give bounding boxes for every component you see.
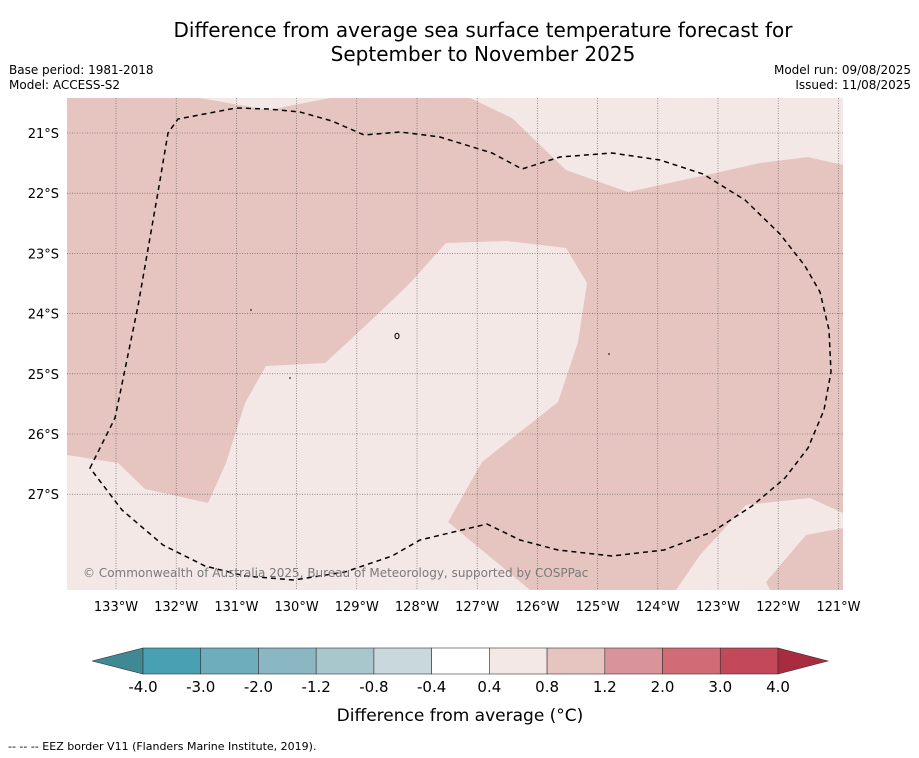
colorbar-tick-label: -0.8 xyxy=(359,678,388,696)
meta-right: Model run: 09/08/2025 Issued: 11/08/2025 xyxy=(774,63,911,93)
colorbar-segment xyxy=(604,647,663,675)
base-period: Base period: 1981-2018 xyxy=(9,63,154,77)
model-run: Model run: 09/08/2025 xyxy=(773,63,911,77)
lon-gridlines xyxy=(115,98,839,590)
colorbar-segment xyxy=(431,647,490,675)
copyright-notice: © Commonwealth of Australia 2025, Bureau… xyxy=(83,566,588,580)
eez-border xyxy=(89,107,832,581)
title-line-2: September to November 2025 xyxy=(330,42,636,66)
meta-left: Base period: 1981-2018 Model: ACCESS-S2 xyxy=(9,63,154,93)
island-marker xyxy=(394,332,400,340)
anomaly-region-dark-se xyxy=(766,528,843,590)
lon-tick-label: 127°W xyxy=(455,600,499,615)
lon-tick-label: 131°W xyxy=(214,600,258,615)
colorbar-segment xyxy=(142,647,202,675)
island-marker xyxy=(608,353,610,355)
colorbar-tick-label: 0.8 xyxy=(535,678,559,696)
page-title: Difference from average sea surface temp… xyxy=(0,18,919,66)
colorbar-segment xyxy=(489,647,548,675)
colorbar-segment xyxy=(662,647,721,675)
lon-tick-label: 123°W xyxy=(696,600,740,615)
colorbar-tick-label: 4.0 xyxy=(766,678,790,696)
lat-tick-label: 27°S xyxy=(28,488,59,503)
lon-tick-label: 132°W xyxy=(154,600,198,615)
island-marker xyxy=(250,309,252,311)
lat-tick-label: 22°S xyxy=(28,187,59,202)
colorbar-tick-label: -1.2 xyxy=(302,678,331,696)
lat-tick-label: 23°S xyxy=(28,247,59,262)
colorbar-tick-label: -0.4 xyxy=(417,678,446,696)
lon-tick-labels: 133°W 132°W 131°W 130°W 129°W 128°W 127°W 126°W… xyxy=(94,600,861,615)
colorbar-tick-label: 0.4 xyxy=(477,678,501,696)
colorbar-segment xyxy=(315,647,375,675)
issued-date: Issued: 11/08/2025 xyxy=(795,78,911,92)
colorbar xyxy=(91,647,830,675)
colorbar-extend-high xyxy=(777,647,830,675)
colorbar-tick-label: 2.0 xyxy=(651,678,675,696)
colorbar-segment xyxy=(200,647,259,675)
lon-tick-label: 124°W xyxy=(636,600,680,615)
lon-tick-label: 128°W xyxy=(395,600,439,615)
colorbar-segment xyxy=(258,647,317,675)
lat-tick-labels: 21°S 22°S 23°S 24°S 25°S 26°S 27°S xyxy=(28,127,59,503)
lon-tick-label: 122°W xyxy=(756,600,800,615)
colorbar-tick-labels: -4.0 -3.0 -2.0 -1.2 -0.8 -0.4 0.4 0.8 1.2 2.0 3.0 4… xyxy=(128,678,790,696)
eez-footnote: -- -- -- EEZ border V11 (Flanders Marine… xyxy=(8,740,317,753)
colorbar-segment xyxy=(719,647,779,675)
model-name: Model: ACCESS-S2 xyxy=(9,78,121,92)
lat-tick-label: 25°S xyxy=(28,368,59,383)
lat-tick-label: 26°S xyxy=(28,428,59,443)
colorbar-tick-label: -2.0 xyxy=(244,678,273,696)
lon-tick-label: 126°W xyxy=(515,600,559,615)
colorbar-segment xyxy=(373,647,432,675)
lon-tick-label: 129°W xyxy=(335,600,379,615)
colorbar-tick-label: 3.0 xyxy=(708,678,732,696)
colorbar-tick-label: -3.0 xyxy=(186,678,215,696)
lat-gridlines xyxy=(67,132,843,495)
colorbar-tick-label: -4.0 xyxy=(128,678,157,696)
lat-tick-label: 21°S xyxy=(28,127,59,142)
lon-tick-label: 125°W xyxy=(576,600,620,615)
title-line-1: Difference from average sea surface temp… xyxy=(173,18,793,42)
lat-tick-label: 24°S xyxy=(28,308,59,323)
colorbar-extend-low xyxy=(91,647,144,675)
island-marker xyxy=(289,377,291,379)
colorbar-tick-label: 1.2 xyxy=(593,678,617,696)
lon-tick-label: 121°W xyxy=(816,600,860,615)
map-panel: © Commonwealth of Australia 2025, Bureau… xyxy=(67,98,843,590)
lon-tick-label: 130°W xyxy=(275,600,319,615)
lon-tick-label: 133°W xyxy=(94,600,138,615)
anomaly-region-dark xyxy=(67,98,843,590)
colorbar-segment xyxy=(546,647,606,675)
colorbar-label: Difference from average (°C) xyxy=(337,706,584,726)
